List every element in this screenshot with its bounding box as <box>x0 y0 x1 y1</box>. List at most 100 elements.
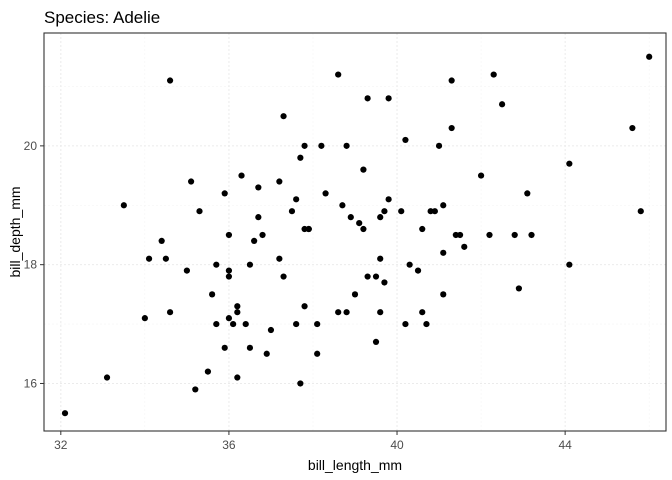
data-point <box>511 231 518 239</box>
x-tick-label: 40 <box>390 438 404 452</box>
data-point <box>255 184 262 191</box>
data-point <box>120 202 127 209</box>
data-point <box>213 320 220 328</box>
data-point <box>145 255 153 262</box>
data-point <box>377 309 384 316</box>
data-point <box>456 231 464 239</box>
data-point <box>423 320 430 328</box>
data-point <box>166 77 174 84</box>
data-point <box>637 208 644 215</box>
data-point <box>498 101 506 108</box>
x-tick-label: 44 <box>558 438 572 452</box>
data-point <box>238 172 245 179</box>
data-point <box>293 320 300 328</box>
data-point <box>435 142 443 149</box>
data-point <box>213 261 220 268</box>
data-point <box>343 142 350 149</box>
data-point <box>251 237 258 245</box>
data-point <box>192 386 199 393</box>
data-point <box>293 196 300 203</box>
data-point <box>486 231 493 239</box>
data-point <box>364 273 371 280</box>
data-point <box>360 225 367 233</box>
y-axis-title: bill_depth_mm <box>7 186 23 277</box>
x-axis-title: bill_length_mm <box>308 457 402 473</box>
data-point <box>419 309 426 316</box>
y-axis-ticks: 16 18 20 <box>24 139 44 390</box>
data-points <box>61 53 653 417</box>
data-point <box>377 214 384 221</box>
data-point <box>343 309 350 316</box>
x-tick-label: 36 <box>222 438 236 452</box>
data-point <box>629 124 636 132</box>
data-point <box>385 95 392 102</box>
y-tick-label: 16 <box>24 376 38 390</box>
plot-panel-background <box>44 33 666 431</box>
data-point <box>372 338 380 345</box>
data-point <box>431 208 438 215</box>
data-point <box>381 208 388 215</box>
data-point <box>242 320 249 328</box>
data-point <box>103 374 111 381</box>
data-point <box>314 320 321 328</box>
data-point <box>477 172 485 179</box>
data-point <box>414 267 422 274</box>
data-point <box>158 237 165 245</box>
x-axis-ticks: 32 36 40 44 <box>54 431 572 452</box>
data-point <box>263 350 270 357</box>
data-point <box>225 273 233 280</box>
data-point <box>305 225 312 233</box>
data-point <box>183 267 190 274</box>
data-point <box>187 178 195 185</box>
y-tick-label: 18 <box>24 258 38 272</box>
data-point <box>646 53 653 60</box>
data-point <box>440 291 447 298</box>
chart-title: Species: Adelie <box>44 8 160 27</box>
data-point <box>339 202 346 209</box>
data-point <box>372 273 380 280</box>
data-point <box>255 214 262 221</box>
data-point <box>566 160 573 167</box>
data-point <box>221 190 228 197</box>
data-point <box>490 71 497 78</box>
y-tick-label: 20 <box>24 139 38 153</box>
data-point <box>225 267 233 274</box>
data-point <box>314 350 321 357</box>
data-point <box>209 291 216 298</box>
data-point <box>234 309 241 316</box>
data-point <box>566 261 573 268</box>
data-point <box>528 231 535 239</box>
data-point <box>259 231 266 239</box>
data-point <box>448 77 455 84</box>
data-point <box>402 320 409 328</box>
data-point <box>280 113 287 120</box>
data-point <box>335 71 342 78</box>
data-point <box>162 255 169 262</box>
data-point <box>276 255 283 262</box>
data-point <box>297 380 304 387</box>
data-point <box>234 303 241 310</box>
data-point <box>322 190 329 197</box>
data-point <box>440 249 447 256</box>
data-point <box>461 243 468 250</box>
data-point <box>356 219 363 227</box>
data-point <box>276 178 283 185</box>
data-point <box>377 255 384 262</box>
data-point <box>141 315 148 322</box>
data-point <box>246 344 254 351</box>
data-point <box>297 154 304 161</box>
data-point <box>204 368 212 375</box>
data-point <box>515 285 523 292</box>
data-point <box>381 279 388 286</box>
data-point <box>230 320 237 328</box>
data-point <box>225 315 233 322</box>
data-point <box>267 326 275 334</box>
data-point <box>301 142 308 149</box>
data-point <box>246 261 254 268</box>
data-point <box>347 214 354 221</box>
data-point <box>225 231 233 239</box>
data-point <box>398 208 405 215</box>
data-point <box>335 309 342 316</box>
